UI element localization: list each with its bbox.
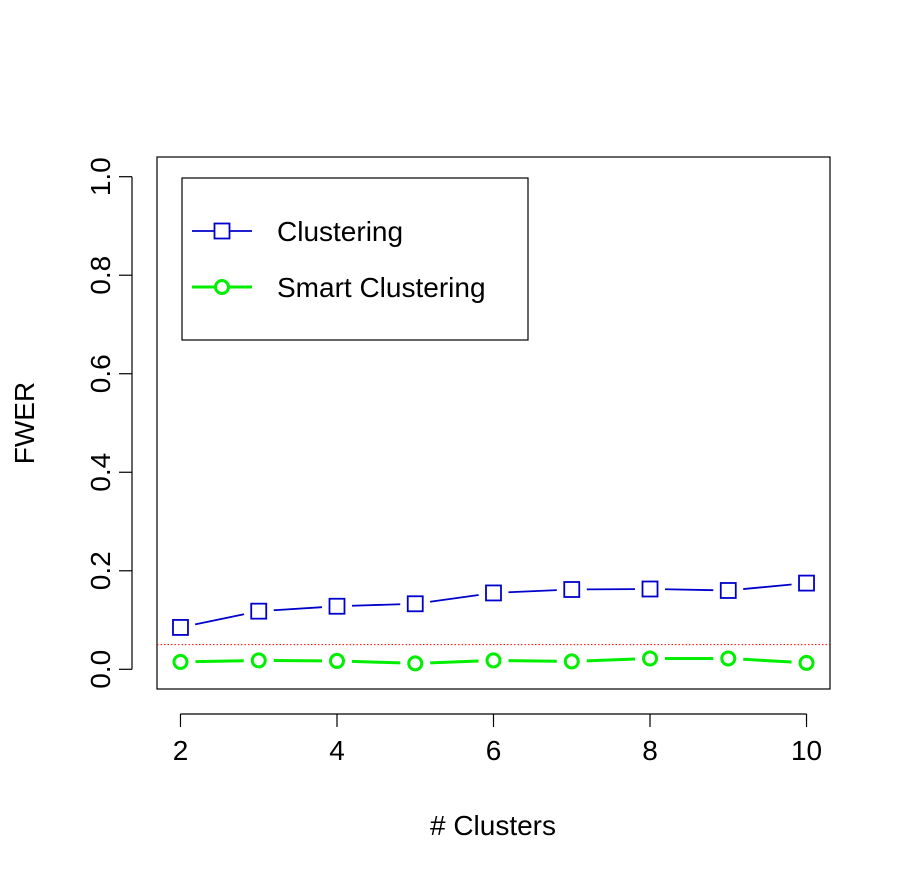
y-tick-label: 0.2 (85, 551, 116, 590)
data-point (485, 652, 502, 669)
legend-label: Smart Clustering (277, 272, 486, 303)
data-point (798, 574, 815, 592)
x-tick-label: 10 (791, 735, 822, 766)
series-line-segment (508, 589, 557, 594)
legend-square-marker (213, 222, 231, 240)
legend-box (181, 177, 529, 341)
legend: Clustering Smart Clustering (181, 177, 529, 341)
data-point (563, 581, 581, 598)
series-line-segment (743, 657, 792, 664)
series-line-segment (351, 603, 401, 607)
y-axis-label: FWER (9, 382, 40, 464)
series-line-segment (351, 659, 401, 665)
data-point (407, 655, 424, 672)
data-point (406, 595, 424, 613)
data-point (485, 584, 502, 602)
x-axis: 2 4 6 8 10 (173, 713, 822, 766)
x-tick-label: 6 (486, 735, 502, 766)
series-line-segment (430, 659, 479, 665)
data-point (328, 597, 346, 615)
data-point (563, 653, 580, 670)
series-line-segment (664, 588, 714, 592)
y-axis: 0.0 0.2 0.4 0.6 0.8 1.0 (85, 157, 133, 689)
y-tick-label: 0.0 (85, 650, 116, 689)
series-line-segment (429, 594, 479, 603)
series-line-segment (195, 659, 244, 664)
series-line-segment (273, 606, 323, 612)
x-tick-label: 4 (329, 735, 345, 766)
data-point (719, 582, 737, 599)
series-line-segment (508, 659, 557, 663)
legend-item: Clustering (192, 216, 403, 247)
data-point (641, 580, 659, 598)
data-point (250, 652, 267, 669)
series-line-segment (586, 657, 636, 663)
series-1 (172, 650, 815, 672)
series-line-segment (743, 583, 792, 590)
y-tick-label: 0.8 (85, 256, 116, 295)
series-layer (172, 574, 815, 672)
series-line-segment (194, 613, 245, 626)
data-point (172, 619, 189, 636)
data-point (798, 654, 815, 671)
data-point (328, 652, 345, 669)
data-point (720, 650, 737, 667)
y-tick-label: 0.4 (85, 453, 116, 492)
y-tick-label: 1.0 (85, 157, 116, 196)
plot-frame (156, 156, 831, 690)
x-tick-label: 8 (642, 735, 658, 766)
data-point (642, 650, 659, 667)
x-tick-label: 2 (173, 735, 189, 766)
legend-label: Clustering (277, 216, 403, 247)
legend-circle-marker (214, 279, 230, 295)
data-point (172, 653, 189, 670)
data-point (250, 602, 268, 620)
x-axis-label: # Clusters (430, 810, 556, 841)
legend-item: Smart Clustering (192, 272, 486, 303)
y-tick-label: 0.6 (85, 354, 116, 393)
series-0 (172, 574, 815, 636)
